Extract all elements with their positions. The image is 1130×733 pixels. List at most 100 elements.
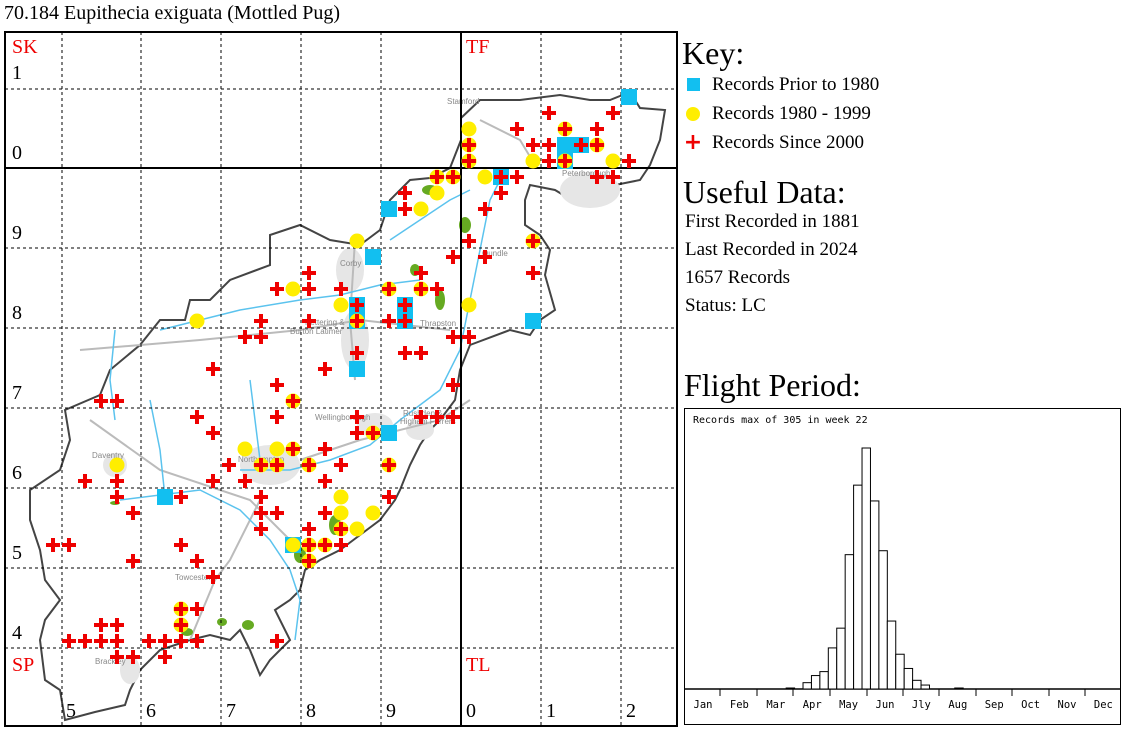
record-since-2000-marker (430, 410, 444, 424)
record-since-2000-marker (526, 266, 540, 280)
legend-label: Records Prior to 1980 (712, 73, 880, 95)
record-since-2000-marker (110, 474, 124, 488)
record-since-2000-marker (254, 522, 268, 536)
record-since-2000-marker (270, 506, 284, 520)
record-since-2000-marker (414, 266, 428, 280)
column-label: 6 (146, 700, 156, 722)
record-since-2000-marker (110, 650, 124, 664)
column-label: 2 (626, 700, 636, 722)
record-since-2000-marker (158, 634, 172, 648)
record-since-2000-marker (590, 170, 604, 184)
town-label: Daventry (92, 451, 124, 460)
record-1980-1999-marker (237, 441, 253, 457)
column-label: 0 (466, 700, 476, 722)
record-1980-1999-marker (477, 169, 493, 185)
histogram: Jan Feb Mar Apr May Jun Jly Aug Sep Oct Nov Dec (684, 447, 1121, 711)
record-since-2000-marker (446, 250, 460, 264)
first-recorded: First Recorded in 1881 (685, 211, 860, 232)
week-bar (819, 671, 829, 690)
record-1980-1999-marker (525, 153, 541, 169)
record-since-2000-marker (414, 282, 428, 296)
record-1980-1999-marker (333, 489, 349, 505)
month-label: Jly (912, 699, 931, 711)
record-since-2000-marker (462, 330, 476, 344)
legend-item-since-2000: + Records Since 2000 (684, 128, 879, 157)
month-label: Jun (876, 699, 895, 711)
record-1980-1999-marker (413, 201, 429, 217)
row-label: 0 (12, 142, 22, 164)
week-bar (954, 687, 964, 690)
record-since-2000-marker (318, 362, 332, 376)
key-heading: Key: (682, 35, 745, 71)
record-since-2000-marker (590, 138, 604, 152)
flight-period-chart: Jan Feb Mar Apr May Jun Jly Aug Sep Oct Nov Dec Rec… (684, 408, 1121, 725)
record-since-2000-marker (382, 314, 396, 328)
record-since-2000-marker (254, 314, 268, 328)
record-since-2000-marker (382, 490, 396, 504)
last-recorded: Last Recorded in 2024 (685, 239, 858, 260)
record-since-2000-marker (46, 538, 60, 552)
key-legend: Records Prior to 1980 Records 1980 - 199… (684, 70, 880, 157)
record-since-2000-marker (270, 378, 284, 392)
week-bar (903, 667, 914, 690)
record-count: 1657 Records (685, 267, 791, 288)
legend-item-1980-1999: Records 1980 - 1999 (684, 99, 879, 128)
record-since-2000-marker (510, 170, 524, 184)
column-label: 9 (386, 700, 396, 722)
record-since-2000-marker (302, 538, 316, 552)
record-since-2000-marker (270, 282, 284, 296)
record-since-2000-marker (174, 538, 188, 552)
record-since-2000-marker (238, 330, 252, 344)
row-label: 9 (12, 222, 22, 244)
column-label: 7 (226, 700, 236, 722)
record-since-2000-marker (430, 282, 444, 296)
record-1980-1999-marker (189, 313, 205, 329)
record-since-2000-marker (318, 442, 332, 456)
week-bar (895, 653, 905, 690)
town-label: Wellingborough (315, 413, 370, 422)
record-since-2000-marker (110, 394, 124, 408)
record-prior-1980-marker (621, 89, 637, 105)
record-since-2000-marker (302, 266, 316, 280)
town-label: Stamford (447, 97, 479, 106)
record-since-2000-marker (190, 554, 204, 568)
column-label: 8 (306, 700, 316, 722)
record-since-2000-marker (462, 138, 476, 152)
record-1980-1999-marker (461, 297, 477, 313)
record-since-2000-marker (494, 186, 508, 200)
legend-item-prior-1980: Records Prior to 1980 (684, 70, 879, 99)
red-plus-icon: + (683, 129, 703, 155)
record-since-2000-marker (334, 282, 348, 296)
record-since-2000-marker (462, 234, 476, 248)
record-since-2000-marker (622, 154, 636, 168)
record-since-2000-marker (270, 458, 284, 472)
row-label: 1 (12, 62, 22, 84)
town-label: Corby (340, 259, 361, 268)
record-since-2000-marker (478, 250, 492, 264)
record-since-2000-marker (302, 522, 316, 536)
record-since-2000-marker (206, 474, 220, 488)
week-bar (802, 682, 812, 690)
record-since-2000-marker (414, 410, 428, 424)
month-label: May (839, 699, 858, 711)
record-since-2000-marker (398, 314, 412, 328)
record-since-2000-marker (94, 634, 108, 648)
useful-data-list: First Recorded in 1881 Last Recorded in … (685, 211, 860, 323)
record-since-2000-marker (286, 442, 300, 456)
record-since-2000-marker (542, 138, 556, 152)
month-label: Sep (985, 699, 1004, 711)
week-bar (886, 620, 897, 690)
row-label: 7 (12, 382, 22, 404)
distribution-map: Stamford Peterborough Corby Oundle Kettering… (4, 31, 678, 727)
record-1980-1999-marker (333, 505, 349, 521)
record-since-2000-marker (494, 170, 508, 184)
record-since-2000-marker (334, 538, 348, 552)
record-since-2000-marker (206, 362, 220, 376)
map-frame (4, 31, 678, 727)
record-since-2000-marker (350, 346, 364, 360)
record-since-2000-marker (606, 170, 620, 184)
record-1980-1999-marker (349, 521, 365, 537)
useful-data-heading: Useful Data: (683, 174, 846, 210)
record-since-2000-marker (206, 570, 220, 584)
